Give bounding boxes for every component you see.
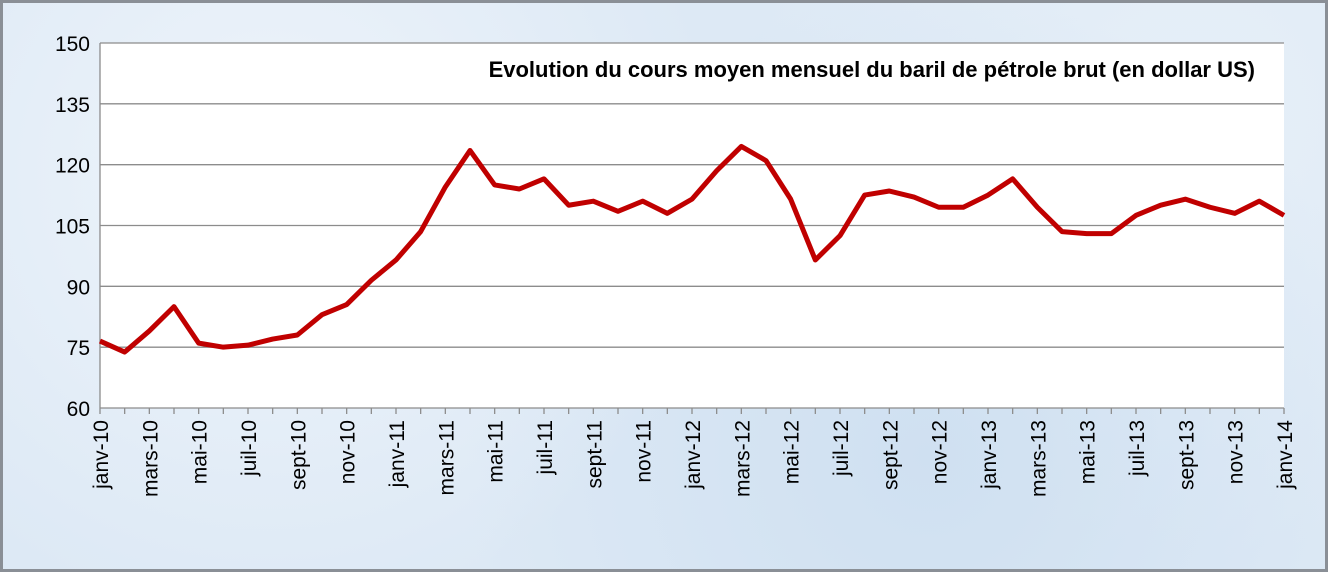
- x-tick-label: mars-12: [731, 420, 754, 497]
- chart-title: Evolution du cours moyen mensuel du bari…: [489, 57, 1255, 82]
- x-tick-label: mai-12: [781, 420, 804, 484]
- x-tick-label: mars-13: [1027, 420, 1050, 497]
- x-tick-label: mars-10: [139, 420, 162, 497]
- x-tick-label: mai-13: [1077, 420, 1100, 484]
- x-tick-label: juil-12: [830, 420, 853, 477]
- y-tick-label: 105: [55, 216, 90, 239]
- x-tick-label: sept-12: [879, 420, 902, 490]
- x-tick-label: juil-10: [238, 420, 261, 477]
- x-tick-label: mai-11: [485, 420, 508, 483]
- x-tick-label: mai-10: [189, 420, 212, 484]
- x-tick-label: mars-11: [435, 420, 458, 495]
- y-tick-label: 150: [55, 33, 90, 56]
- x-tick-label: nov-12: [929, 420, 952, 484]
- x-tick-label: janv-14: [1274, 420, 1297, 490]
- y-tick-label: 60: [67, 398, 90, 421]
- x-tick-label: nov-10: [337, 420, 360, 484]
- x-tick-label: nov-13: [1225, 420, 1248, 484]
- chart: Evolution du cours moyen mensuel du bari…: [55, 33, 1297, 497]
- x-tick-label: juil-13: [1126, 420, 1149, 477]
- x-tick-label: sept-11: [583, 420, 606, 489]
- x-tick-label: janv-11: [386, 420, 409, 488]
- x-tick-label: janv-12: [682, 420, 705, 490]
- x-tick-label: juil-11: [534, 420, 557, 475]
- x-tick-label: nov-11: [633, 420, 656, 483]
- x-tick-label: sept-13: [1175, 420, 1198, 490]
- y-tick-label: 135: [55, 94, 90, 117]
- y-tick-label: 90: [67, 276, 90, 299]
- x-tick-label: janv-10: [90, 420, 113, 490]
- y-tick-label: 120: [55, 155, 90, 178]
- x-tick-label: sept-10: [287, 420, 310, 490]
- x-tick-label: janv-13: [978, 420, 1001, 490]
- data-line: [98, 143, 1286, 355]
- y-tick-label: 75: [67, 337, 90, 360]
